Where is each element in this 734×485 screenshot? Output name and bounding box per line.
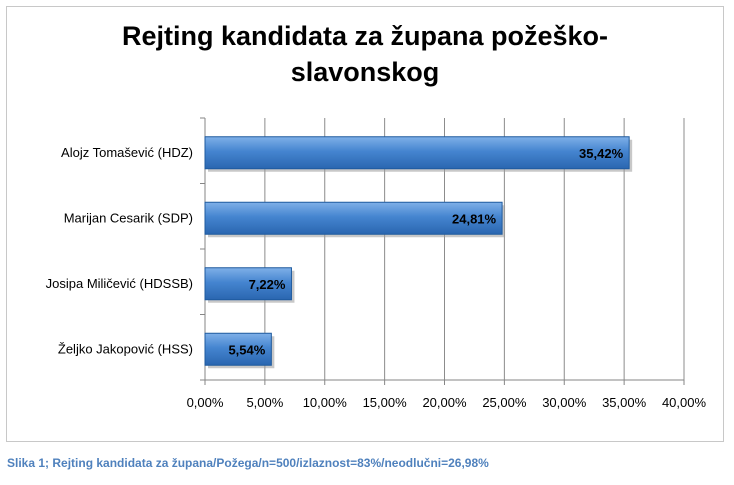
category-label: Marijan Cesarik (SDP) — [64, 210, 193, 225]
x-tick-label: 5,00% — [246, 395, 283, 410]
bar-4 — [204, 332, 272, 366]
data-label: 5,54% — [228, 342, 265, 357]
x-tick-label: 35,00% — [602, 395, 647, 410]
bar-1 — [204, 136, 630, 170]
x-tick-label: 40,00% — [662, 395, 707, 410]
category-label: Josipa Miličević (HDSSB) — [46, 276, 193, 291]
figure-caption: Slika 1; Rejting kandidata za župana/Pož… — [7, 456, 489, 470]
data-label: 35,42% — [579, 146, 624, 161]
x-tick-label: 10,00% — [303, 395, 348, 410]
chart-title-line-2: slavonskog — [290, 57, 440, 87]
x-tick-label: 0,00% — [187, 395, 224, 410]
x-tick-label: 30,00% — [542, 395, 587, 410]
labels: 0,00% 5,00% 10,00% 15,00% 20,00% 25,00% 30,00%… — [46, 145, 707, 410]
chart-title-line-1: Rejting kandidata za župana požeško- — [121, 21, 609, 51]
x-tick-label: 20,00% — [422, 395, 467, 410]
x-tick-label: 15,00% — [363, 395, 408, 410]
category-label: Željko Jakopović (HSS) — [58, 341, 193, 356]
chart-title: Rejting kandidata za župana požeško- sla… — [6, 18, 724, 90]
bar-2 — [204, 201, 503, 235]
category-label: Alojz Tomašević (HDZ) — [61, 145, 193, 160]
x-tick-label: 25,00% — [482, 395, 527, 410]
data-label: 24,81% — [452, 211, 497, 226]
data-label: 7,22% — [249, 277, 286, 292]
bars — [204, 136, 633, 369]
bar-3 — [204, 267, 292, 301]
